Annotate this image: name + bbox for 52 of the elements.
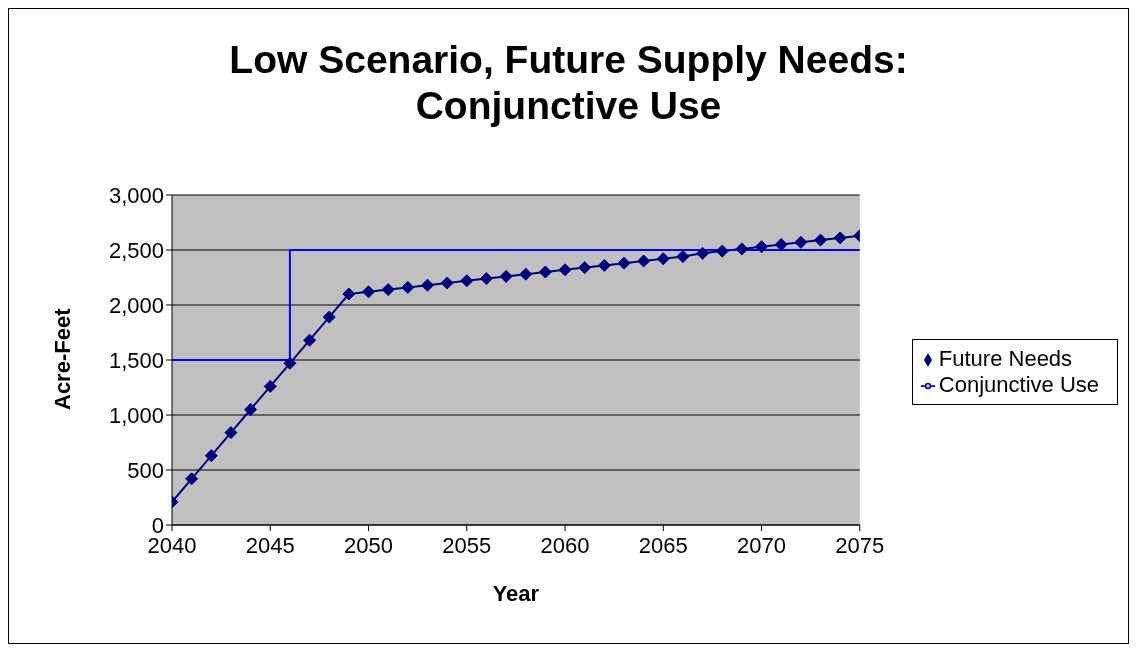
- point: [185, 472, 199, 486]
- x-axis-title: Year: [492, 581, 540, 606]
- y-tick-label: 2,000: [108, 292, 164, 318]
- point: [460, 274, 474, 288]
- point: [794, 235, 808, 249]
- y-tick-label: 3,000: [108, 182, 164, 208]
- point: [715, 244, 729, 258]
- point: [637, 254, 651, 268]
- point: [342, 287, 356, 301]
- point: [656, 252, 670, 266]
- point: [617, 256, 631, 270]
- point: [322, 310, 336, 324]
- point: [440, 276, 454, 290]
- y-axis-title: Acre-Feet: [49, 307, 75, 410]
- x-tick-label: 2065: [638, 532, 688, 558]
- point: [381, 283, 395, 297]
- chart-title: Low Scenario, Future Supply Needs: Conjunctive Use: [228, 37, 909, 129]
- point: [735, 242, 749, 256]
- point: [283, 356, 297, 370]
- point: [774, 238, 788, 251]
- x-tick-label: 2060: [540, 532, 590, 558]
- point: [538, 265, 552, 279]
- point: [676, 250, 690, 264]
- x-tick-label: 2055: [442, 532, 492, 558]
- point: [519, 267, 533, 281]
- y-tick-label: 500: [127, 457, 164, 483]
- point: [401, 280, 415, 294]
- point: [597, 258, 611, 272]
- legend-label: Future Needs: [938, 346, 1073, 371]
- x-tick-label: 2075: [835, 532, 885, 558]
- point: [479, 272, 493, 286]
- point: [578, 261, 592, 275]
- x-tick-label: 2050: [344, 532, 393, 558]
- point: [224, 426, 238, 440]
- point: [263, 379, 277, 393]
- x-tick-label: 2045: [245, 532, 295, 558]
- y-tick-label: 1,500: [108, 347, 164, 373]
- point: [244, 403, 258, 416]
- point: [362, 285, 376, 299]
- point: [204, 449, 218, 463]
- y-tick-label: 2,500: [108, 237, 164, 263]
- point: [833, 231, 847, 245]
- point: [814, 233, 828, 247]
- legend-label: Conjunctive Use: [938, 372, 1099, 397]
- point: [755, 240, 769, 254]
- point: [696, 246, 710, 260]
- point: [303, 333, 317, 347]
- point: [558, 263, 572, 277]
- point: [420, 278, 434, 292]
- x-tick-label: 2070: [737, 532, 787, 558]
- y-tick-label: 1,000: [108, 402, 164, 428]
- point: [499, 269, 513, 283]
